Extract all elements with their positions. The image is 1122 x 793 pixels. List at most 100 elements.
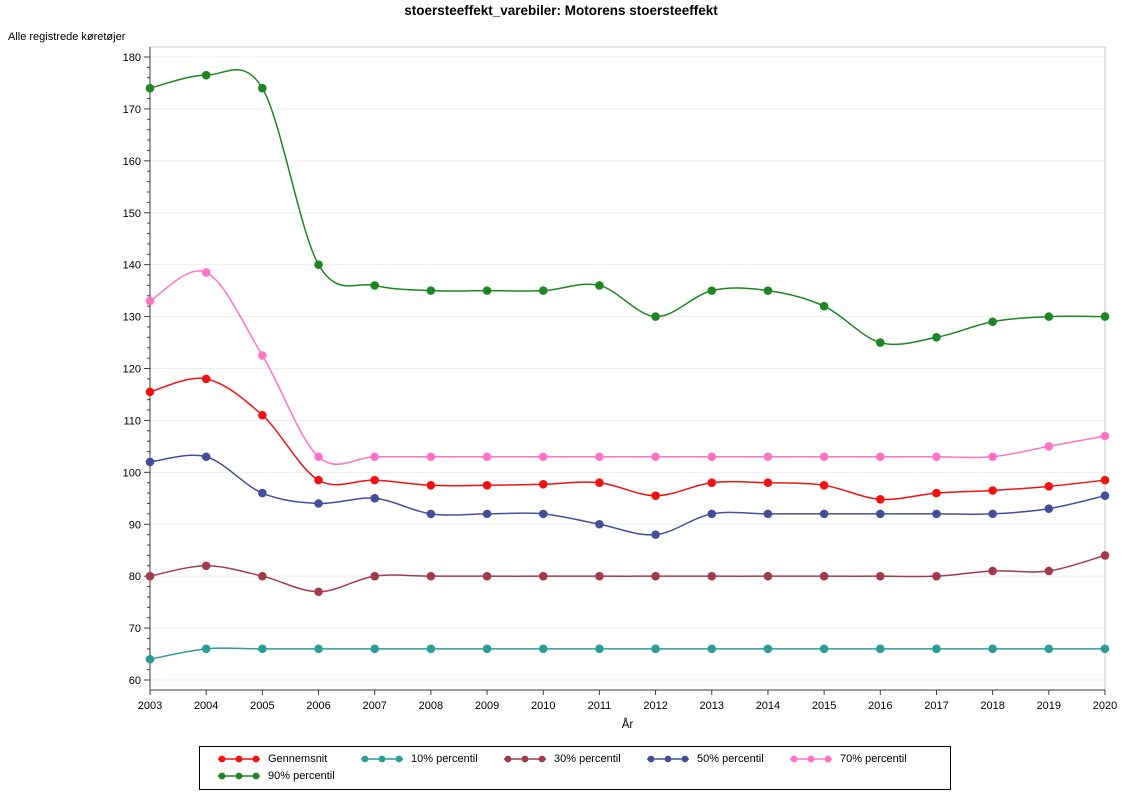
data-point-2009 — [482, 571, 492, 581]
data-point-2012 — [651, 452, 660, 462]
x-tick-label: 2015 — [812, 700, 836, 712]
legend-label: 90% percentil — [268, 769, 335, 782]
y-tick-label: 120 — [123, 364, 141, 376]
data-point-2009 — [482, 481, 492, 490]
data-point-2006 — [314, 644, 323, 654]
legend-marker-icon — [361, 755, 403, 762]
legend-label: 70% percentil — [840, 752, 907, 765]
x-tick-label: 2017 — [924, 700, 948, 712]
legend-marker-icon — [790, 755, 832, 762]
legend-label: Gennemsnit — [268, 752, 328, 765]
legend-label: 30% percentil — [554, 752, 621, 765]
data-point-2005 — [258, 571, 267, 581]
data-point-2012 — [651, 571, 660, 581]
data-point-2003 — [145, 296, 155, 306]
data-point-2003 — [145, 83, 155, 93]
data-point-2010 — [538, 571, 548, 581]
data-point-2013 — [707, 571, 717, 581]
data-point-2011 — [595, 644, 604, 654]
data-point-2009 — [482, 452, 492, 462]
data-point-2014 — [763, 478, 773, 488]
data-point-2005 — [258, 488, 267, 498]
data-point-2016 — [875, 644, 885, 654]
x-tick-label: 2018 — [980, 700, 1004, 712]
y-tick-label: 90 — [129, 519, 141, 531]
data-point-2020 — [1100, 312, 1110, 321]
data-point-2020 — [1100, 551, 1110, 560]
legend-item-gennemsnit: Gennemsnit — [216, 750, 359, 767]
data-point-2005 — [258, 410, 267, 420]
data-point-2008 — [426, 509, 436, 519]
data-point-2010 — [538, 509, 548, 519]
y-tick-label: 160 — [123, 156, 141, 168]
y-tick-label: 180 — [123, 52, 141, 64]
y-tick-label: 150 — [123, 208, 141, 220]
data-point-2014 — [763, 509, 773, 519]
data-point-2013 — [707, 286, 717, 295]
data-point-2007 — [370, 493, 380, 503]
data-point-2009 — [482, 286, 492, 295]
legend-marker-icon — [504, 755, 546, 762]
x-tick-label: 2003 — [138, 700, 162, 712]
x-tick-label: 2007 — [362, 700, 386, 712]
series-line-90-percentil — [149, 69, 1106, 346]
x-tick-label: 2008 — [419, 700, 443, 712]
x-tick-label: 2012 — [643, 700, 667, 712]
data-point-2006 — [314, 499, 323, 508]
data-point-2018 — [988, 317, 997, 327]
y-tick-label: 140 — [123, 260, 141, 272]
data-point-2003 — [145, 571, 155, 581]
data-point-2013 — [707, 509, 717, 519]
data-point-2018 — [988, 486, 997, 495]
data-point-2006 — [314, 587, 323, 597]
x-tick-label: 2019 — [1037, 700, 1061, 712]
data-point-2005 — [258, 83, 267, 93]
y-tick-label: 110 — [123, 415, 141, 427]
data-point-2007 — [370, 452, 380, 462]
data-point-2016 — [875, 509, 885, 519]
data-point-2020 — [1100, 431, 1110, 441]
x-tick-label: 2005 — [250, 700, 274, 712]
data-point-2005 — [258, 644, 267, 654]
series-line-gennemsnit — [149, 377, 1106, 501]
y-tick-label: 60 — [129, 675, 141, 687]
data-point-2008 — [426, 452, 436, 462]
legend-marker-icon — [218, 772, 260, 779]
data-point-2017 — [932, 644, 941, 654]
data-point-2010 — [538, 452, 548, 462]
data-point-2014 — [763, 286, 773, 295]
data-point-2013 — [707, 478, 717, 488]
x-tick-label: 2004 — [194, 700, 218, 712]
data-point-2019 — [1044, 482, 1054, 491]
x-tick-label: 2016 — [868, 700, 892, 712]
data-point-2017 — [932, 488, 941, 498]
x-tick-label: 2020 — [1093, 700, 1117, 712]
data-point-2015 — [819, 301, 829, 311]
legend-item-90-percentil: 90% percentil — [216, 767, 359, 784]
legend-item-70-percentil: 70% percentil — [788, 750, 931, 767]
y-tick-label: 100 — [123, 467, 141, 479]
data-point-2010 — [538, 644, 548, 654]
data-point-2007 — [370, 571, 380, 581]
legend-item-50-percentil: 50% percentil — [645, 750, 788, 767]
data-point-2019 — [1044, 312, 1054, 321]
data-point-2006 — [314, 475, 323, 485]
data-point-2011 — [595, 519, 604, 529]
data-point-2008 — [426, 644, 436, 654]
series-line-70-percentil — [149, 270, 1106, 466]
data-point-2015 — [819, 452, 829, 462]
legend-label: 50% percentil — [697, 752, 764, 765]
data-point-2004 — [201, 561, 211, 571]
data-point-2019 — [1044, 566, 1054, 576]
data-point-2012 — [651, 312, 660, 321]
data-point-2011 — [595, 281, 604, 290]
data-point-2019 — [1044, 442, 1054, 451]
data-point-2016 — [875, 495, 885, 504]
x-tick-label: 2009 — [475, 700, 499, 712]
data-point-2003 — [145, 654, 155, 664]
series-line-50-percentil — [149, 454, 1106, 536]
data-point-2003 — [145, 387, 155, 397]
data-point-2016 — [875, 338, 885, 347]
y-axis-label: Alle registrede køretøjer — [8, 31, 126, 43]
